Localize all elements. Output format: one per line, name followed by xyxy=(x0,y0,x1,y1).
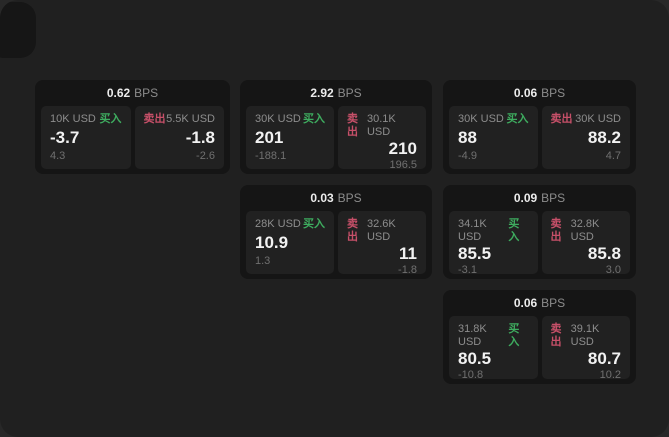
sell-change: 196.5 xyxy=(389,159,417,171)
card-header: 2.92 BPS xyxy=(240,80,432,106)
buy-price: 80.5 xyxy=(458,349,492,368)
sell-side-label: 卖出 xyxy=(550,113,573,125)
quote-card: 0.03 BPS 28K USD 买入 10.9 1.3 卖出 32.6K US… xyxy=(240,185,432,279)
card-header: 0.62 BPS xyxy=(35,80,230,106)
sell-side-label: 卖出 xyxy=(550,218,562,243)
buy-change: 4.3 xyxy=(50,150,66,162)
bps-value: 0.06 xyxy=(513,296,538,310)
sell-panel[interactable]: 卖出 30K USD 88.2 4.7 xyxy=(541,106,630,169)
buy-side-label: 买入 xyxy=(303,113,325,125)
sell-change: -1.8 xyxy=(398,264,417,276)
card-header: 0.06 BPS xyxy=(443,80,636,106)
bps-value: 0.62 xyxy=(106,86,131,100)
buy-price: 85.5 xyxy=(458,244,492,263)
buy-side-label: 买入 xyxy=(508,323,520,348)
quote-card: 0.06 BPS 31.8K USD 买入 80.5 -10.8 卖出 39.1… xyxy=(443,290,636,384)
quote-card: 0.62 BPS 10K USD 买入 -3.7 4.3 卖出 5.5K USD… xyxy=(35,80,230,174)
card-header: 0.09 BPS xyxy=(443,185,636,211)
buy-side-label: 买入 xyxy=(99,113,122,125)
quote-card: 2.92 BPS 30K USD 买入 201 -188.1 卖出 30.1K … xyxy=(240,80,432,174)
card-header: 0.06 BPS xyxy=(443,290,636,316)
corner-ornament xyxy=(0,2,36,58)
bps-suffix-label: BPS xyxy=(541,86,566,100)
buy-price: 201 xyxy=(255,128,284,147)
bps-value: 0.03 xyxy=(310,191,334,205)
sell-panel[interactable]: 卖出 30.1K USD 210 196.5 xyxy=(338,106,426,171)
buy-change: -10.8 xyxy=(458,369,484,381)
bps-value: 2.92 xyxy=(310,86,334,100)
buy-side-label: 买入 xyxy=(508,218,520,243)
sell-size: 32.8K USD xyxy=(570,218,600,243)
sell-size: 5.5K USD xyxy=(166,113,215,125)
sell-change: 3.0 xyxy=(605,264,621,276)
sell-change: 10.2 xyxy=(599,369,621,381)
buy-change: -3.1 xyxy=(458,264,477,276)
buy-price: -3.7 xyxy=(50,128,80,147)
buy-change: -188.1 xyxy=(255,150,287,162)
sell-price: 80.7 xyxy=(587,349,621,368)
bps-value: 0.06 xyxy=(513,86,538,100)
sell-price: 88.2 xyxy=(587,128,621,147)
sell-side-label: 卖出 xyxy=(550,323,562,348)
sell-change: -2.6 xyxy=(196,150,215,162)
bps-value: 0.09 xyxy=(513,191,538,205)
buy-size: 30K USD xyxy=(255,113,301,125)
sell-price: -1.8 xyxy=(185,128,215,147)
bps-suffix-label: BPS xyxy=(541,296,566,310)
buy-panel[interactable]: 34.1K USD 买入 85.5 -3.1 xyxy=(449,211,538,276)
buy-change: -4.9 xyxy=(458,150,477,162)
quote-card: 0.06 BPS 30K USD 买入 88 -4.9 卖出 30K USD 8… xyxy=(443,80,636,174)
sell-price: 85.8 xyxy=(587,244,621,263)
buy-size: 31.8K USD xyxy=(458,323,487,348)
sell-size: 30K USD xyxy=(575,113,621,125)
buy-size: 34.1K USD xyxy=(458,218,487,243)
sell-size: 30.1K USD xyxy=(366,113,396,138)
sell-side-label: 卖出 xyxy=(347,218,358,243)
sell-panel[interactable]: 卖出 5.5K USD -1.8 -2.6 xyxy=(134,106,224,169)
buy-price: 88 xyxy=(458,128,477,147)
sell-change: 4.7 xyxy=(605,150,621,162)
bps-suffix-label: BPS xyxy=(541,191,566,205)
buy-change: 1.3 xyxy=(255,255,271,267)
sell-size: 39.1K USD xyxy=(570,323,600,348)
quote-card: 0.09 BPS 34.1K USD 买入 85.5 -3.1 卖出 32.8K… xyxy=(443,185,636,279)
buy-price: 10.9 xyxy=(255,233,289,252)
card-header: 0.03 BPS xyxy=(240,185,432,211)
buy-side-label: 买入 xyxy=(303,218,325,230)
bps-suffix-label: BPS xyxy=(134,86,159,100)
buy-panel[interactable]: 30K USD 买入 201 -188.1 xyxy=(246,106,334,169)
buy-size: 30K USD xyxy=(458,113,504,125)
sell-panel[interactable]: 卖出 39.1K USD 80.7 10.2 xyxy=(541,316,630,381)
sell-side-label: 卖出 xyxy=(347,113,358,138)
sell-panel[interactable]: 卖出 32.8K USD 85.8 3.0 xyxy=(541,211,630,276)
buy-panel[interactable]: 10K USD 买入 -3.7 4.3 xyxy=(41,106,131,169)
buy-panel[interactable]: 30K USD 买入 88 -4.9 xyxy=(449,106,538,169)
buy-size: 10K USD xyxy=(50,113,96,125)
sell-side-label: 卖出 xyxy=(143,113,166,125)
buy-side-label: 买入 xyxy=(506,113,529,125)
buy-panel[interactable]: 28K USD 买入 10.9 1.3 xyxy=(246,211,334,274)
buy-size: 28K USD xyxy=(255,218,301,230)
buy-panel[interactable]: 31.8K USD 买入 80.5 -10.8 xyxy=(449,316,538,381)
sell-panel[interactable]: 卖出 32.6K USD 11 -1.8 xyxy=(338,211,426,276)
bps-suffix-label: BPS xyxy=(337,86,362,100)
sell-price: 11 xyxy=(399,244,417,263)
sell-price: 210 xyxy=(388,139,417,158)
bps-suffix-label: BPS xyxy=(337,191,362,205)
sell-size: 32.6K USD xyxy=(366,218,396,243)
